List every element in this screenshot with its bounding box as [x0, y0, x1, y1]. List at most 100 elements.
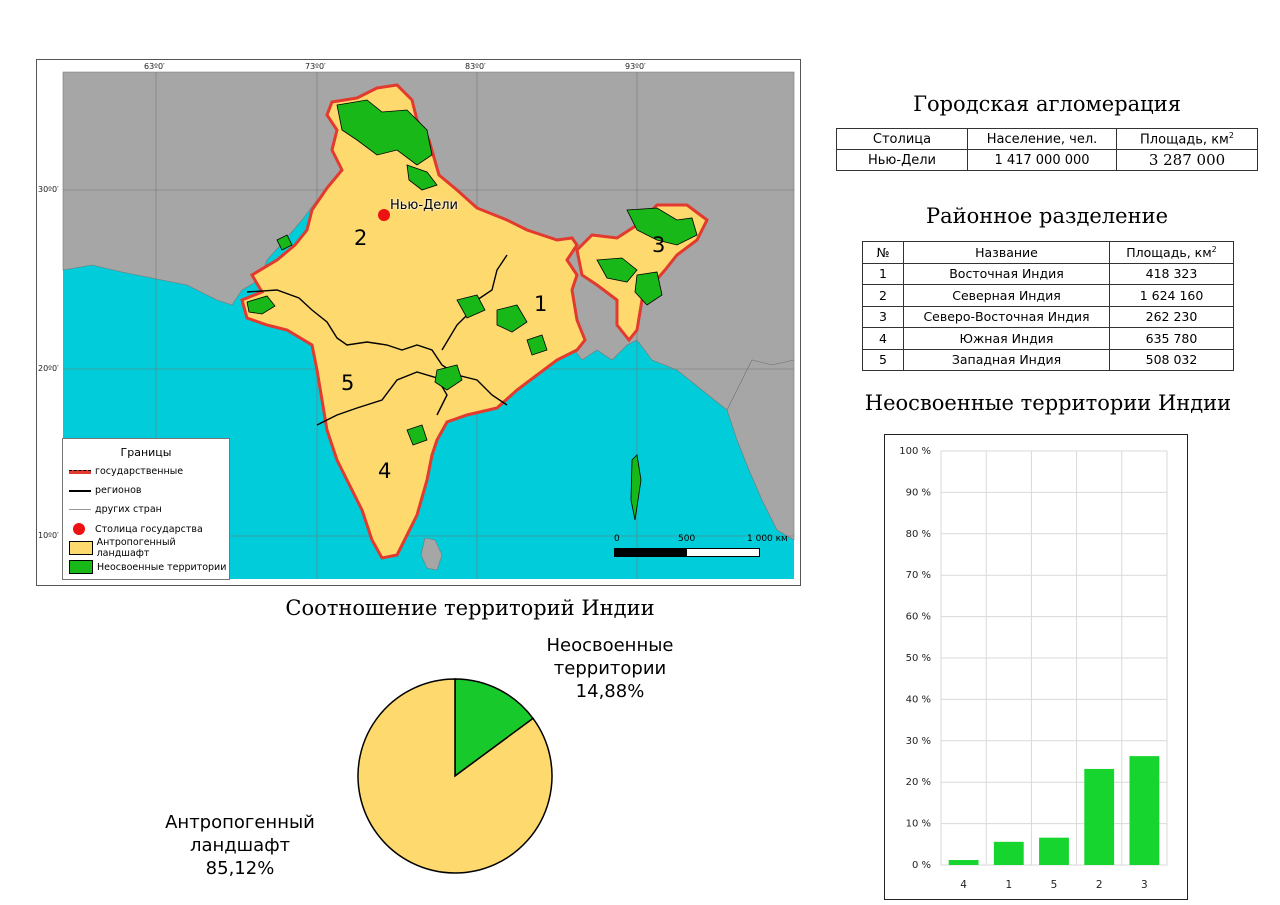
bar-region-4: [948, 860, 979, 865]
lat-label-30: 30º0′: [38, 185, 59, 194]
table-cell: 635 780: [1109, 327, 1234, 350]
lon-label-93: 93º0′: [625, 62, 646, 71]
scale-bar: 0 500 1 000 км: [614, 534, 794, 564]
table-cell: 4: [862, 327, 904, 350]
bar-region-2: [1084, 768, 1115, 865]
legend-item-region-border: регионов: [69, 482, 141, 498]
y-tick-label: 50 %: [906, 653, 931, 664]
y-tick-label: 70 %: [906, 570, 931, 581]
pie-slice-anthropogenic: [357, 678, 553, 874]
table-cell: 418 323: [1109, 262, 1234, 285]
x-tick-label: 2: [1096, 879, 1103, 891]
y-tick-label: 60 %: [906, 612, 931, 623]
table-cell: 1: [862, 262, 904, 285]
table-header-cell: Население, чел.: [967, 128, 1117, 150]
undeveloped-patches: [246, 99, 698, 521]
region-number-1: 1: [534, 292, 548, 316]
pie-slice-undeveloped: [454, 678, 535, 778]
region-border-symbol: [69, 484, 91, 496]
table-row: 1 Восточная Индия 418 323: [862, 262, 1234, 285]
bar-region-3: [1129, 756, 1160, 865]
table-cell: Северная Индия: [903, 284, 1110, 307]
table-cell: 2: [862, 284, 904, 307]
pie-label-line: Неосвоенные: [546, 635, 674, 656]
table-cell: Нью-Дели: [836, 149, 968, 171]
scale-tick-0: 0: [614, 534, 620, 544]
agglomeration-title: Городская агломерация: [913, 92, 1181, 116]
y-tick-label: 80 %: [906, 529, 931, 540]
table-cell: 1 417 000 000: [967, 149, 1117, 171]
state-border-symbol: [69, 465, 91, 477]
table-row: Нью-Дели 1 417 000 000 3 287 000: [836, 149, 1258, 171]
legend-item-anthropogenic: Антропогенный ландшафт: [69, 537, 229, 559]
scale-tick-500: 500: [678, 534, 696, 544]
table-header-cell: Площадь, км2: [1109, 241, 1234, 264]
pie-label-line: Антропогенный: [165, 812, 315, 833]
region-number-4: 4: [378, 459, 392, 483]
pie-label-line: территории: [553, 658, 667, 679]
table-header-cell: №: [862, 241, 904, 264]
table-cell: Восточная Индия: [903, 262, 1110, 285]
table-header-row: № Название Площадь, км2: [862, 241, 1234, 264]
lon-label-73: 73º0′: [305, 62, 326, 71]
regions-table: № Название Площадь, км2 1 Восточная Инди…: [862, 241, 1234, 371]
table-row: 3 Северо-Восточная Индия 262 230: [862, 305, 1234, 328]
table-cell: 508 032: [1109, 348, 1234, 371]
x-tick-label: 3: [1141, 879, 1148, 891]
table-header-row: Столица Население, чел. Площадь, км2: [836, 128, 1258, 150]
anthropogenic-swatch: [69, 541, 93, 555]
y-tick-label: 20 %: [906, 777, 931, 788]
table-row: 4 Южная Индия 635 780: [862, 327, 1234, 350]
lat-label-10: 10º0′: [38, 531, 59, 540]
undeveloped-swatch: [69, 560, 93, 574]
legend-item-capital: Столица государства: [69, 521, 203, 537]
bar-title: Неосвоенные территории Индии: [864, 391, 1232, 415]
table-cell: Северо-Восточная Индия: [903, 305, 1110, 328]
capital-label: Нью-Дели: [390, 198, 458, 213]
lon-label-63: 63º0′: [144, 62, 165, 71]
table-header-cell: Площадь, км2: [1116, 128, 1258, 150]
bar-region-1: [993, 841, 1024, 865]
lon-label-83: 83º0′: [465, 62, 486, 71]
pie-label-value: 85,12%: [205, 858, 275, 879]
y-tick-label: 0 %: [912, 860, 931, 871]
table-cell: 3: [862, 305, 904, 328]
region-number-2: 2: [354, 226, 368, 250]
capital-marker: [378, 209, 390, 221]
region-number-3: 3: [652, 233, 666, 257]
sri-lanka-land: [420, 537, 443, 571]
lat-label-20: 20º0′: [38, 364, 59, 373]
region-number-5: 5: [341, 371, 355, 395]
table-cell: 3 287 000: [1116, 149, 1258, 171]
x-tick-label: 4: [960, 879, 967, 891]
map-legend: Границы государственные регионов других …: [62, 438, 230, 580]
y-tick-label: 40 %: [906, 694, 931, 705]
pie-label-line: ландшафт: [189, 835, 291, 856]
bar-chart: 0 % 10 % 20 % 30 % 40 % 50 % 60 % 70 % 80 % 90 % 1…: [899, 446, 1168, 891]
table-cell: 262 230: [1109, 305, 1234, 328]
bar-region-5: [1039, 837, 1069, 865]
y-tick-label: 30 %: [906, 736, 931, 747]
table-cell: 1 624 160: [1109, 284, 1234, 307]
capital-symbol: [69, 523, 91, 535]
legend-title: Границы: [120, 446, 172, 459]
myanmar-south-land: [726, 359, 795, 541]
x-tick-label: 1: [1005, 879, 1012, 891]
table-cell: Западная Индия: [903, 348, 1110, 371]
table-row: 2 Северная Индия 1 624 160: [862, 284, 1234, 307]
pie-chart: [357, 678, 553, 874]
other-border-symbol: [69, 503, 91, 515]
table-cell: Южная Индия: [903, 327, 1110, 350]
pie-label-anthropogenic: Антропогенный ландшафт 85,12%: [140, 811, 340, 880]
agglomeration-table: Столица Население, чел. Площадь, км2 Нью…: [836, 128, 1258, 171]
pie-title: Соотношение территорий Индии: [285, 596, 655, 620]
legend-item-state-border: государственные: [69, 463, 183, 479]
pie-label-value: 14,88%: [575, 681, 645, 702]
x-tick-label: 5: [1051, 879, 1058, 891]
bar-chart-frame: 0 % 10 % 20 % 30 % 40 % 50 % 60 % 70 % 80 % 90 % 1…: [884, 434, 1188, 900]
pie-label-undeveloped: Неосвоенные территории 14,88%: [520, 634, 700, 703]
india-territory: [240, 83, 587, 560]
table-cell: 5: [862, 348, 904, 371]
y-tick-label: 10 %: [906, 819, 931, 830]
y-tick-label: 90 %: [906, 487, 931, 498]
